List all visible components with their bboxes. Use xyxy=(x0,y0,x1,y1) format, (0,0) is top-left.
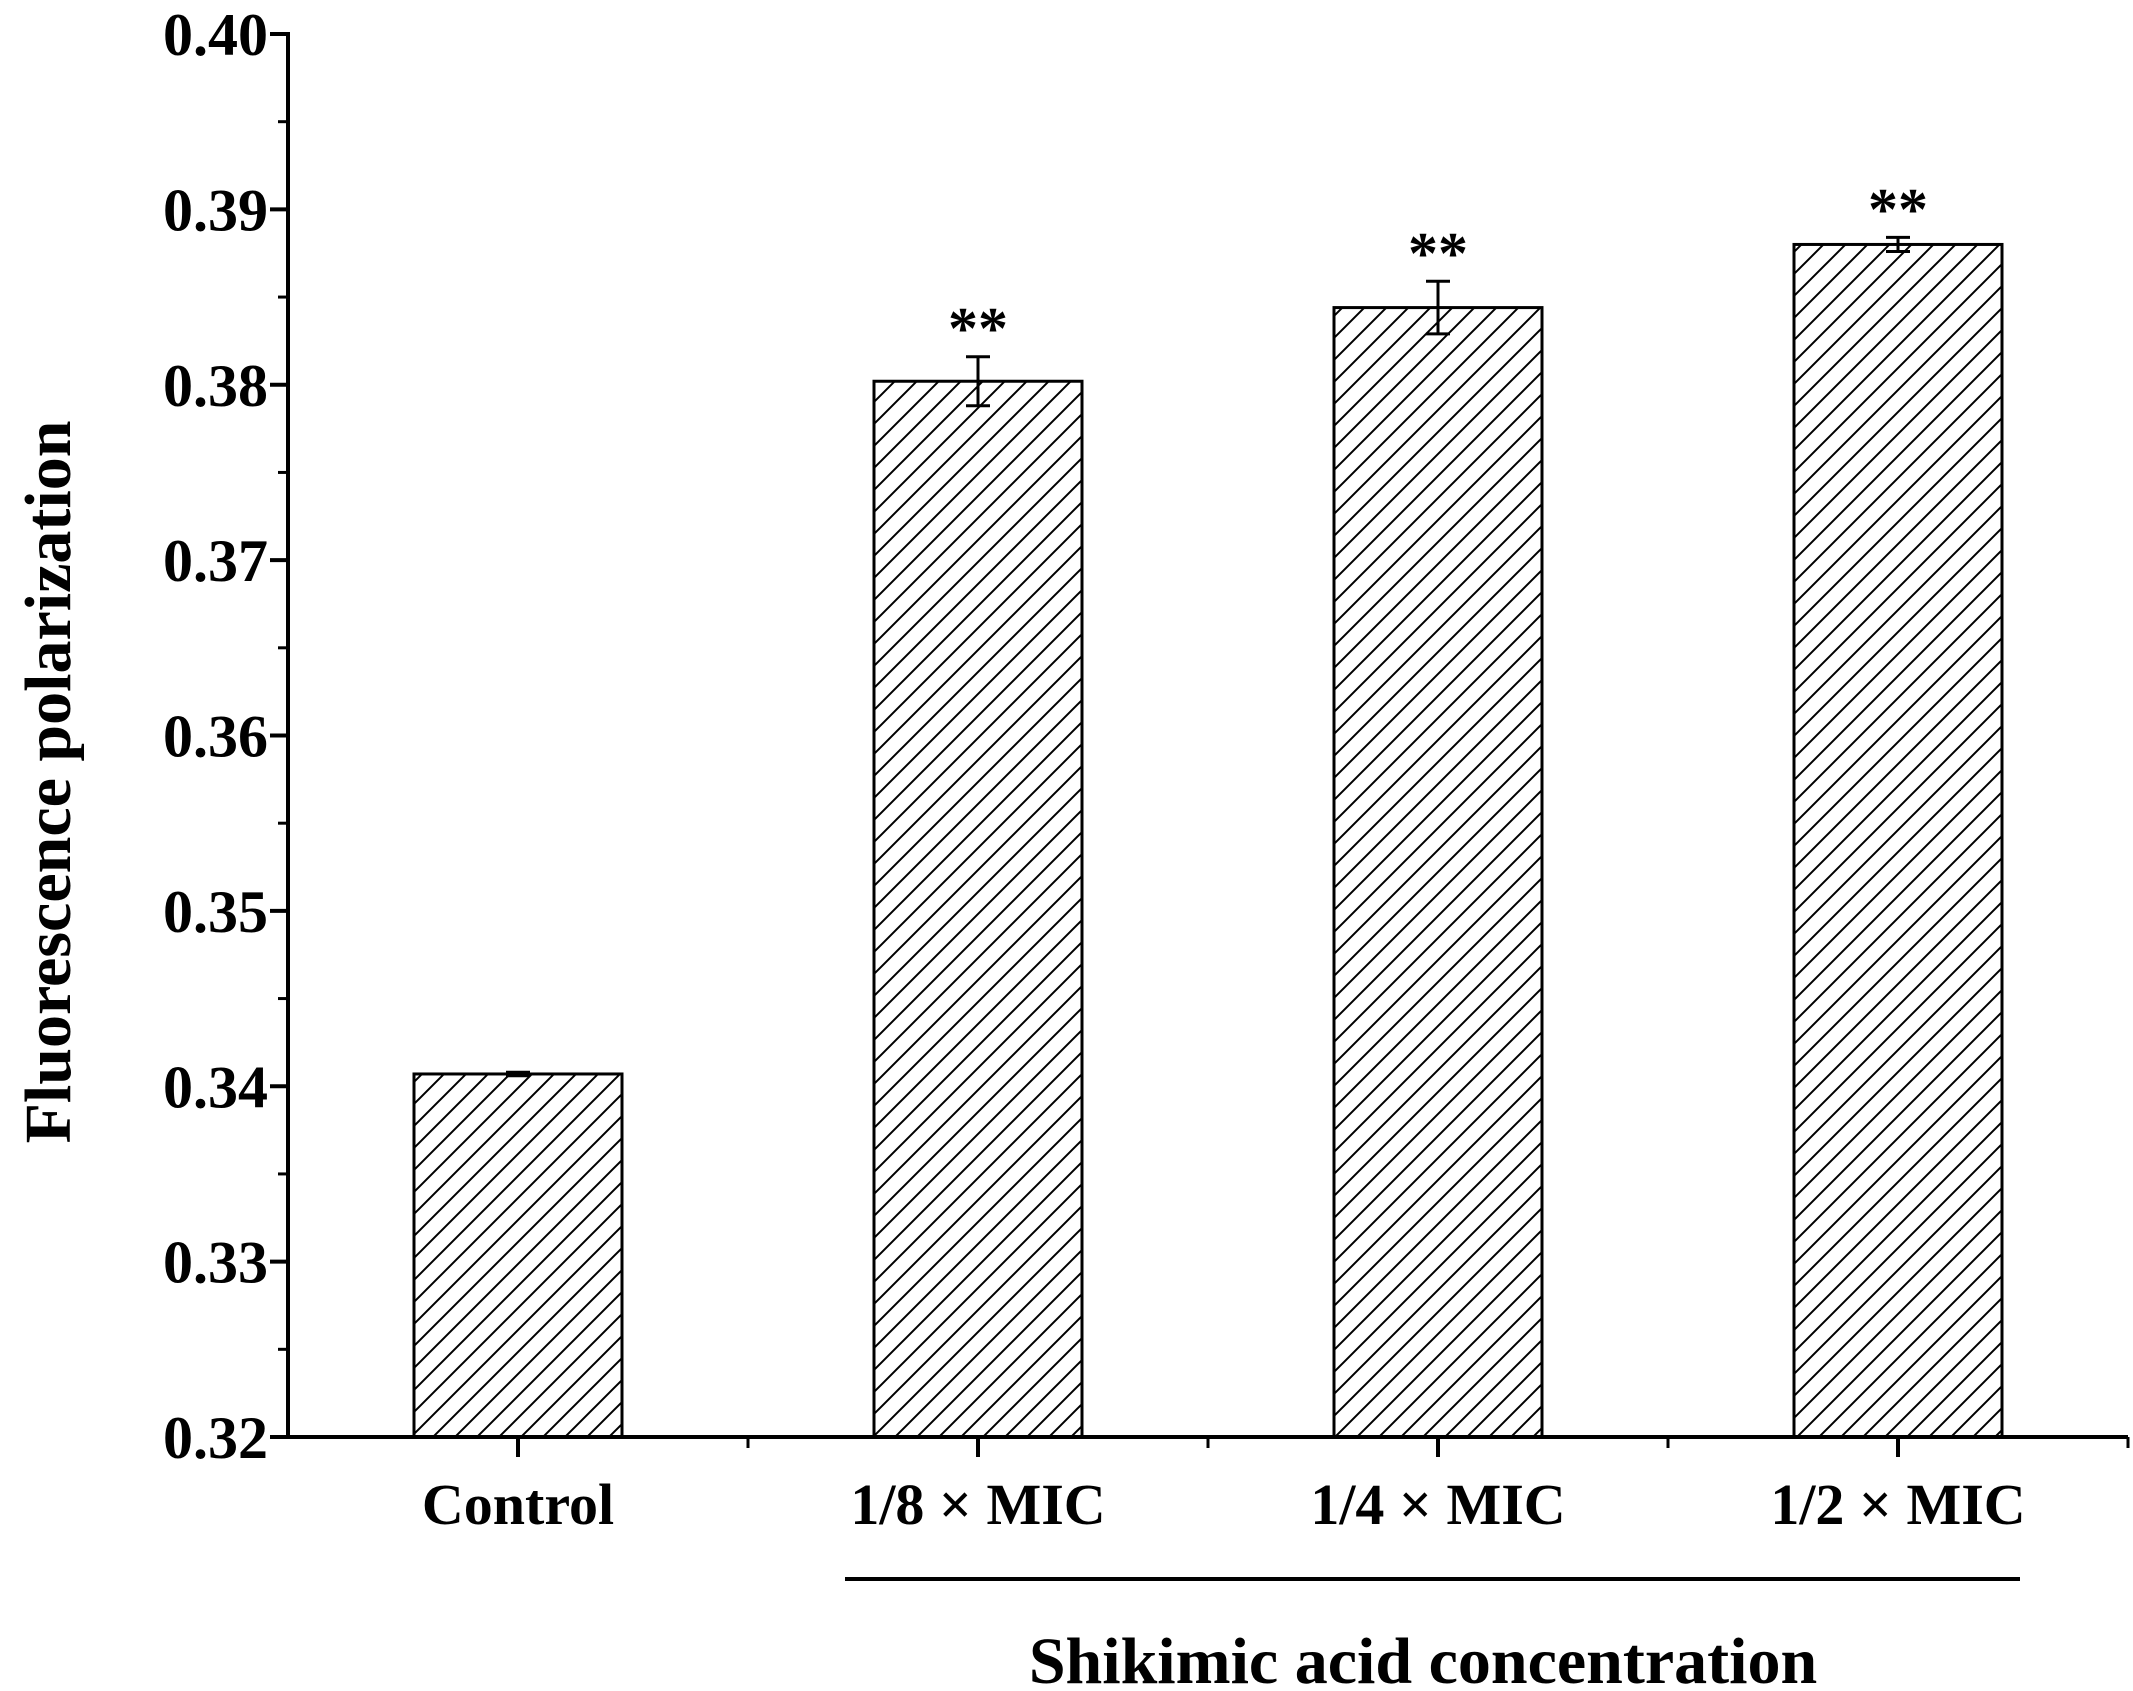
y-tick-label: 0.35 xyxy=(163,879,268,945)
y-tick-label: 0.39 xyxy=(163,177,268,243)
error-bar xyxy=(506,1070,530,1078)
x-ticks: Control 1/8 × MIC 1/4 × MIC 1/2 × MIC xyxy=(422,1437,2130,1537)
significance-markers: ** ** ** xyxy=(948,176,1928,361)
error-bars-layer xyxy=(506,235,1910,1078)
y-ticks: 0.32 0.33 0.34 0.35 0.36 0.37 0.38 0.39 0.40 xyxy=(163,2,288,1471)
y-axis-title: Fluorescence polarization xyxy=(12,421,85,1144)
y-tick-label: 0.32 xyxy=(163,1405,268,1471)
y-tick-label: 0.36 xyxy=(163,704,268,770)
x-tick-label: 1/8 × MIC xyxy=(850,1472,1105,1537)
error-bar xyxy=(1426,279,1450,336)
y-tick-label: 0.37 xyxy=(163,528,268,594)
x-axis-title: Shikimic acid concentration xyxy=(1029,1625,1817,1691)
error-bar xyxy=(1886,235,1910,253)
y-tick-label: 0.38 xyxy=(163,353,268,419)
x-tick-label: 1/2 × MIC xyxy=(1770,1472,2025,1537)
bar xyxy=(872,379,1084,1439)
bar xyxy=(1332,306,1544,1439)
error-bar xyxy=(966,355,990,408)
significance-label: ** xyxy=(1408,220,1468,286)
y-tick-label: 0.40 xyxy=(163,2,268,68)
significance-label: ** xyxy=(1868,176,1928,242)
bar xyxy=(1792,242,2004,1439)
y-tick-label: 0.34 xyxy=(163,1054,268,1120)
bars-layer xyxy=(412,242,2004,1439)
bar xyxy=(412,1072,624,1439)
x-tick-label: Control xyxy=(422,1472,614,1537)
y-tick-label: 0.33 xyxy=(163,1230,268,1296)
x-tick-label: 1/4 × MIC xyxy=(1310,1472,1565,1537)
significance-label: ** xyxy=(948,296,1008,362)
